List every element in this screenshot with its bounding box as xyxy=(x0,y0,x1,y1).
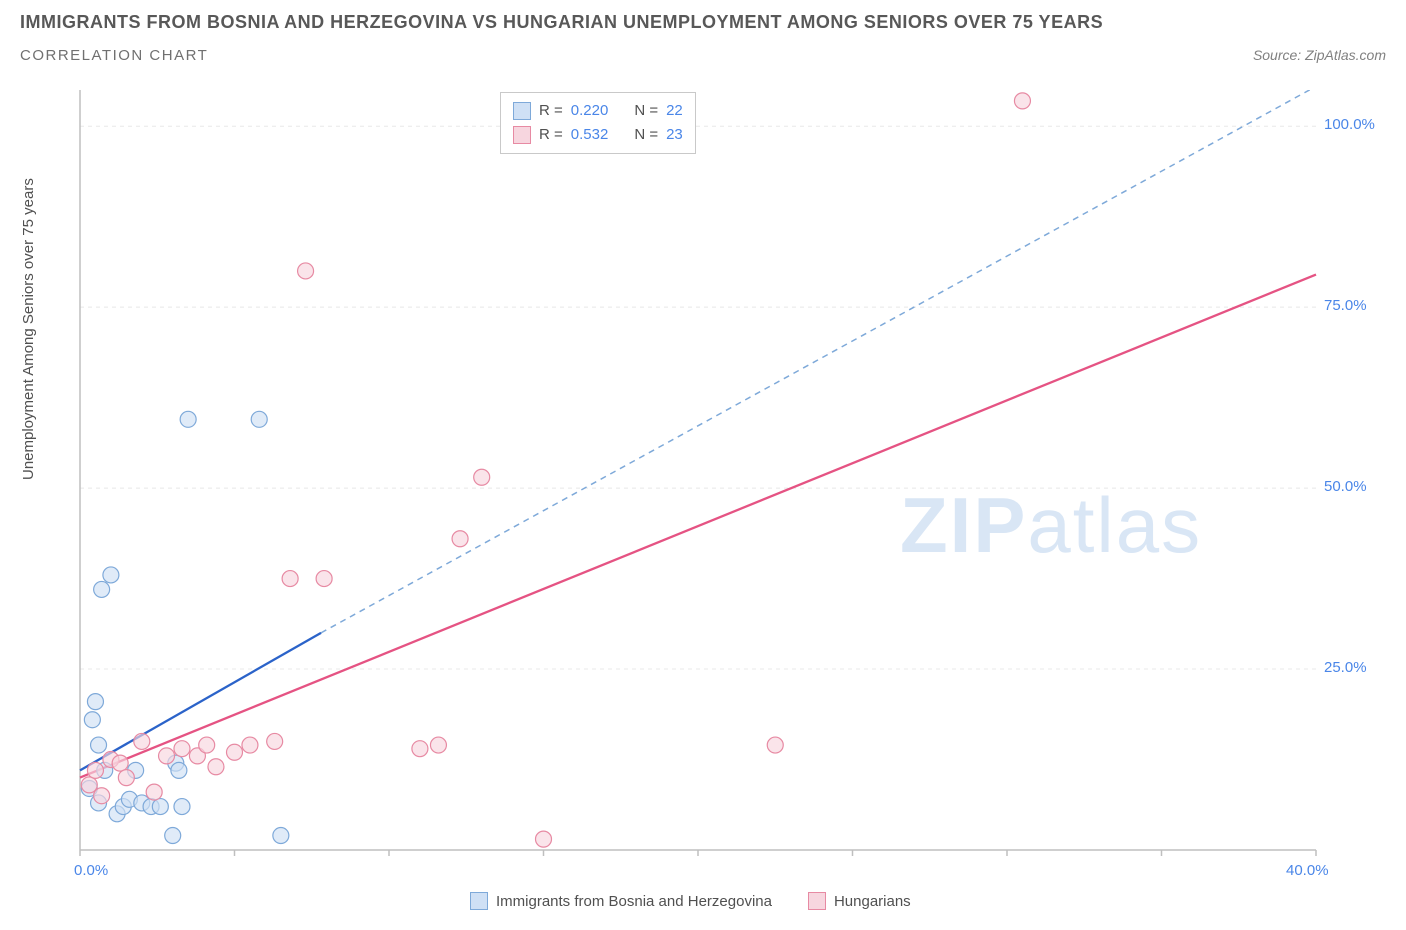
chart-area: ZIPatlas R =0.220N =22R =0.532N =23 Immi… xyxy=(70,90,1386,880)
data-point xyxy=(159,748,175,764)
legend-item: Immigrants from Bosnia and Herzegovina xyxy=(470,892,772,910)
data-point xyxy=(267,733,283,749)
stats-row: R = 0.220 N = 22 xyxy=(513,99,683,123)
title-area: IMMIGRANTS FROM BOSNIA AND HERZEGOVINA V… xyxy=(0,0,1406,64)
data-point xyxy=(474,469,490,485)
data-point xyxy=(84,712,100,728)
legend-swatch xyxy=(808,892,826,910)
stat-n-value: 23 xyxy=(666,123,683,147)
data-point xyxy=(174,741,190,757)
legend-item: Hungarians xyxy=(808,892,911,910)
stat-r-value: 0.532 xyxy=(571,123,609,147)
stats-row: R = 0.532 N = 23 xyxy=(513,123,683,147)
bottom-legend: Immigrants from Bosnia and Herzegovina Hu… xyxy=(470,892,911,910)
data-point xyxy=(87,694,103,710)
data-point xyxy=(412,741,428,757)
stat-n-value: 22 xyxy=(666,99,683,123)
data-point xyxy=(171,762,187,778)
x-tick-label: 40.0% xyxy=(1286,862,1329,879)
data-point xyxy=(242,737,258,753)
stat-r-label: R = xyxy=(539,99,563,123)
y-axis-label: Unemployment Among Seniors over 75 years xyxy=(20,178,37,480)
stats-box: R = 0.220 N = 22 R = 0.532 N = 23 xyxy=(500,92,696,154)
data-point xyxy=(112,755,128,771)
data-point xyxy=(87,762,103,778)
data-point xyxy=(94,788,110,804)
stat-r-value: 0.220 xyxy=(571,99,609,123)
data-point xyxy=(152,799,168,815)
data-point xyxy=(316,571,332,587)
x-tick-label: 0.0% xyxy=(74,862,108,879)
data-point xyxy=(134,733,150,749)
data-point xyxy=(165,828,181,844)
data-point xyxy=(767,737,783,753)
data-point xyxy=(180,411,196,427)
data-point xyxy=(208,759,224,775)
y-tick-label: 50.0% xyxy=(1324,478,1367,495)
legend-swatch xyxy=(513,102,531,120)
data-point xyxy=(118,770,134,786)
subtitle: CORRELATION CHART xyxy=(20,47,208,64)
data-point xyxy=(536,831,552,847)
data-point xyxy=(146,784,162,800)
stat-r-label: R = xyxy=(539,123,563,147)
data-point xyxy=(282,571,298,587)
data-point xyxy=(94,581,110,597)
data-point xyxy=(174,799,190,815)
legend-swatch xyxy=(470,892,488,910)
stat-n-label: N = xyxy=(634,99,658,123)
page-title: IMMIGRANTS FROM BOSNIA AND HERZEGOVINA V… xyxy=(20,12,1386,33)
data-point xyxy=(298,263,314,279)
scatter-plot xyxy=(70,90,1386,920)
legend-swatch xyxy=(513,126,531,144)
stat-n-label: N = xyxy=(634,123,658,147)
y-tick-label: 100.0% xyxy=(1324,116,1375,133)
data-point xyxy=(452,531,468,547)
data-point xyxy=(91,737,107,753)
data-point xyxy=(227,744,243,760)
data-point xyxy=(430,737,446,753)
y-tick-label: 75.0% xyxy=(1324,297,1367,314)
data-point xyxy=(1014,93,1030,109)
y-tick-label: 25.0% xyxy=(1324,659,1367,676)
data-point xyxy=(103,567,119,583)
data-point xyxy=(273,828,289,844)
data-point xyxy=(199,737,215,753)
data-point xyxy=(251,411,267,427)
source-label: Source: ZipAtlas.com xyxy=(1253,47,1386,63)
legend-label: Immigrants from Bosnia and Herzegovina xyxy=(496,893,772,910)
legend-label: Hungarians xyxy=(834,893,911,910)
